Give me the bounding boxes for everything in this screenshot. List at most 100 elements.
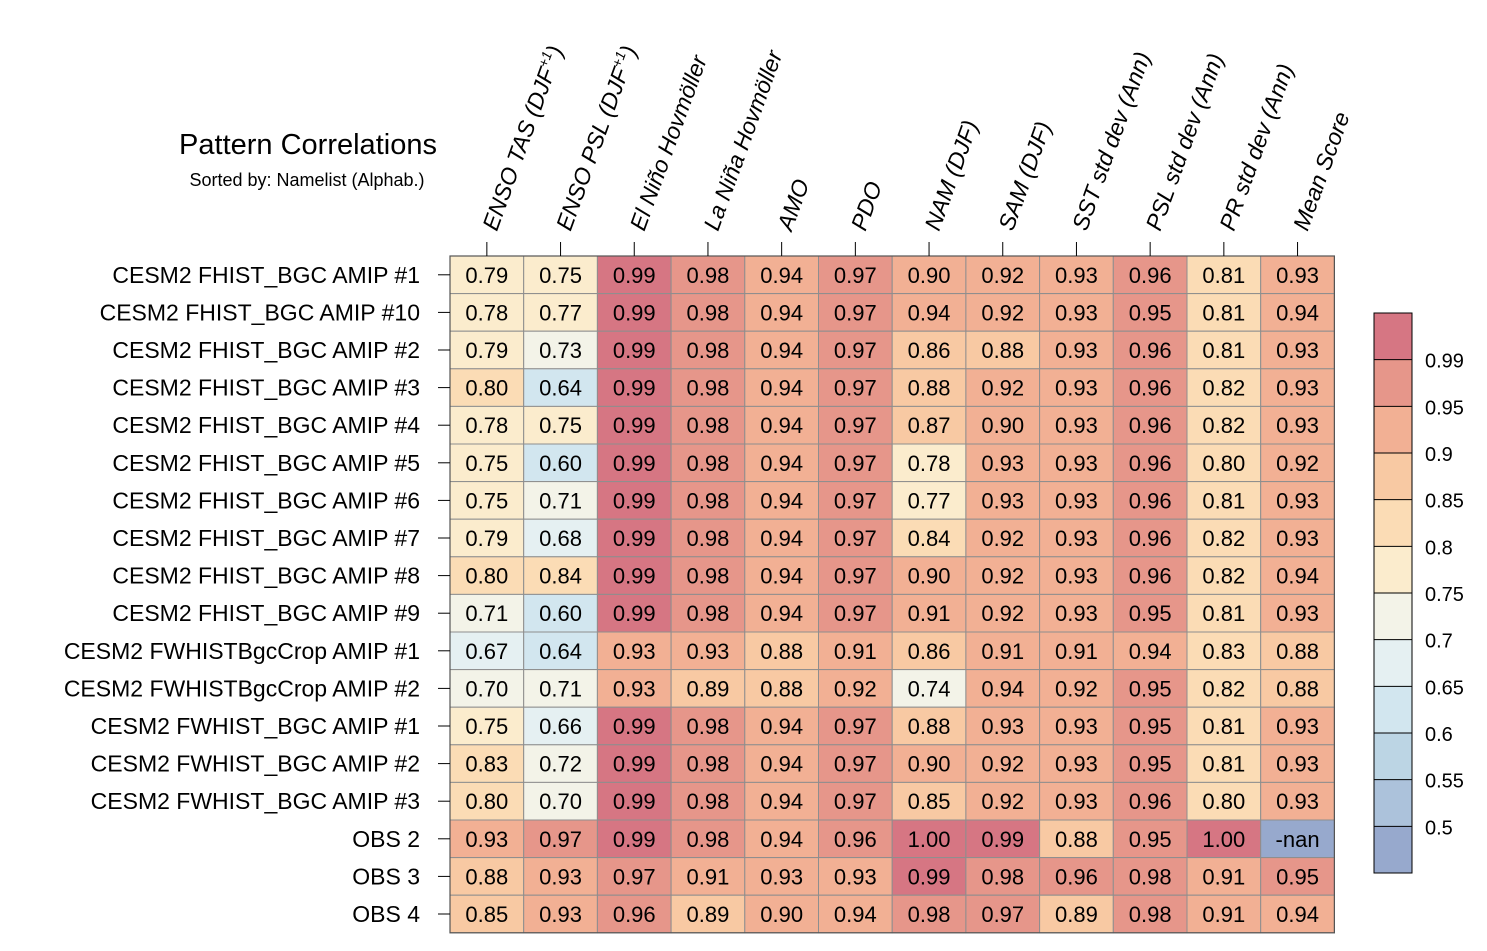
heatmap-cell bbox=[670, 556, 746, 595]
cell-value-label: 1.00 bbox=[908, 827, 951, 852]
cell-value-label: 0.94 bbox=[760, 827, 803, 852]
cell-value-label: 0.95 bbox=[1129, 827, 1172, 852]
heatmap-cell bbox=[1260, 631, 1335, 671]
cell-value-label: 0.96 bbox=[1129, 376, 1172, 401]
heatmap-cell bbox=[596, 857, 672, 896]
column-label-text: ENSO PSL (DJF bbox=[551, 62, 635, 233]
heatmap-cell bbox=[891, 593, 967, 633]
cell-value-label: 0.98 bbox=[687, 376, 730, 401]
cell-value-label: 0.94 bbox=[760, 263, 803, 288]
cell-value-label: 0.88 bbox=[465, 864, 508, 889]
cell-value-label: 0.92 bbox=[981, 789, 1024, 814]
colorbar-tick-label: 0.75 bbox=[1425, 584, 1464, 606]
heatmap-cell bbox=[891, 669, 967, 708]
heatmap-cell bbox=[523, 293, 598, 332]
colorbar: 0.5 0.55 0.6 0.65 0.7 0.75 0.8 0.85 0.9 0.95 0.99 bbox=[1373, 312, 1464, 874]
row-label: CESM2 FHIST_BGC AMIP #9 bbox=[112, 600, 420, 626]
heatmap-cell bbox=[965, 443, 1041, 483]
cell-value-label: 0.97 bbox=[834, 752, 877, 777]
cell-value-label: 0.97 bbox=[834, 263, 877, 288]
row-label: CESM2 FWHISTBgcCrop AMIP #1 bbox=[64, 638, 420, 664]
cell-value-label: 0.98 bbox=[687, 263, 730, 288]
heatmap-cell bbox=[1186, 405, 1262, 445]
heatmap-cell bbox=[1112, 481, 1188, 520]
heatmap-cell bbox=[449, 744, 525, 783]
cell-value-label: 1.00 bbox=[1202, 827, 1245, 852]
column-label-superscript: +1 bbox=[535, 49, 555, 69]
cell-value-label: 0.88 bbox=[1276, 676, 1319, 701]
heatmap-cell bbox=[891, 368, 967, 407]
colorbar-swatch bbox=[1374, 453, 1412, 500]
cell-value-label: 0.87 bbox=[908, 413, 951, 438]
heatmap-cell bbox=[1112, 669, 1188, 708]
heatmap-cell bbox=[670, 593, 746, 633]
cell-value-label: 0.93 bbox=[539, 902, 582, 927]
heatmap-cell bbox=[670, 631, 746, 671]
cell-value-label: 0.92 bbox=[1276, 451, 1319, 476]
cell-value-label: 0.98 bbox=[687, 488, 730, 513]
cell-value-label: 0.86 bbox=[908, 338, 951, 363]
heatmap-cell bbox=[818, 443, 893, 483]
colorbar-tick-label: 0.85 bbox=[1425, 491, 1464, 513]
heatmap-cell bbox=[744, 293, 819, 332]
column-label-text: PR std dev (Ann) bbox=[1214, 60, 1298, 233]
cell-value-label: 0.93 bbox=[1055, 413, 1098, 438]
heatmap-cell bbox=[449, 706, 525, 746]
heatmap-cell bbox=[965, 255, 1041, 295]
heatmap-cell bbox=[744, 481, 819, 520]
colorbar-tick-label: 0.95 bbox=[1425, 397, 1464, 419]
cell-value-label: 0.94 bbox=[981, 676, 1024, 701]
cell-value-label: 0.82 bbox=[1202, 526, 1245, 551]
row-label: CESM2 FHIST_BGC AMIP #5 bbox=[112, 450, 420, 476]
cell-value-label: 0.99 bbox=[613, 526, 656, 551]
cell-value-label: 0.98 bbox=[981, 864, 1024, 889]
row-labels: CESM2 FHIST_BGC AMIP #1 CESM2 FHIST_BGC A… bbox=[64, 262, 450, 927]
cell-value-label: 0.85 bbox=[465, 902, 508, 927]
cell-value-label: 0.94 bbox=[760, 526, 803, 551]
heatmap-cell bbox=[965, 894, 1041, 934]
cell-value-label: 0.93 bbox=[760, 864, 803, 889]
heatmap-cell bbox=[891, 706, 967, 746]
heatmap-cell bbox=[596, 556, 672, 595]
cell-value-label: 0.74 bbox=[908, 676, 951, 701]
cell-value-label: 0.81 bbox=[1202, 714, 1245, 739]
heatmap-cell bbox=[523, 255, 598, 295]
heatmap-cell bbox=[1186, 293, 1262, 332]
colorbar-swatch bbox=[1374, 826, 1412, 873]
heatmap-cell bbox=[1112, 593, 1188, 633]
heatmap-cell bbox=[523, 669, 598, 708]
cell-value-label: 0.96 bbox=[1129, 338, 1172, 363]
cell-value-label: 0.94 bbox=[760, 300, 803, 325]
heatmap-cell bbox=[670, 368, 746, 407]
heatmap-cell bbox=[891, 819, 967, 859]
cell-value-label: 0.80 bbox=[1202, 451, 1245, 476]
cell-value-label: 0.95 bbox=[1129, 752, 1172, 777]
cell-value-label: 0.73 bbox=[539, 338, 582, 363]
cell-value-label: 0.93 bbox=[1276, 526, 1319, 551]
cell-value-label: 0.97 bbox=[613, 864, 656, 889]
cell-value-label: 0.75 bbox=[465, 451, 508, 476]
cell-value-label: 0.94 bbox=[760, 376, 803, 401]
cell-value-label: 0.97 bbox=[981, 902, 1024, 927]
cell-value-label: 0.92 bbox=[981, 376, 1024, 401]
cell-value-label: 0.89 bbox=[687, 902, 730, 927]
cell-value-label: 0.99 bbox=[613, 564, 656, 589]
cell-value-label: 0.89 bbox=[687, 676, 730, 701]
cell-value-label: 0.94 bbox=[1276, 300, 1319, 325]
cell-value-label: 0.91 bbox=[981, 639, 1024, 664]
row-label: CESM2 FWHIST_BGC AMIP #2 bbox=[91, 751, 420, 777]
cell-value-label: 0.93 bbox=[1055, 300, 1098, 325]
column-label-text: La Niña Hovmöller bbox=[698, 46, 788, 234]
cell-value-label: 0.88 bbox=[908, 714, 951, 739]
heatmap-cell bbox=[670, 894, 746, 934]
heatmap-cell bbox=[1186, 781, 1262, 821]
cell-value-label: 0.88 bbox=[760, 676, 803, 701]
chart-subtitle: Sorted by: Namelist (Alphab.) bbox=[189, 170, 424, 190]
heatmap-cell bbox=[818, 706, 893, 746]
heatmap-cell bbox=[523, 706, 598, 746]
heatmap-cell bbox=[891, 330, 967, 370]
cell-value-label: 0.82 bbox=[1202, 376, 1245, 401]
heatmap-cell bbox=[965, 293, 1041, 332]
cell-value-label: 0.93 bbox=[1055, 263, 1098, 288]
